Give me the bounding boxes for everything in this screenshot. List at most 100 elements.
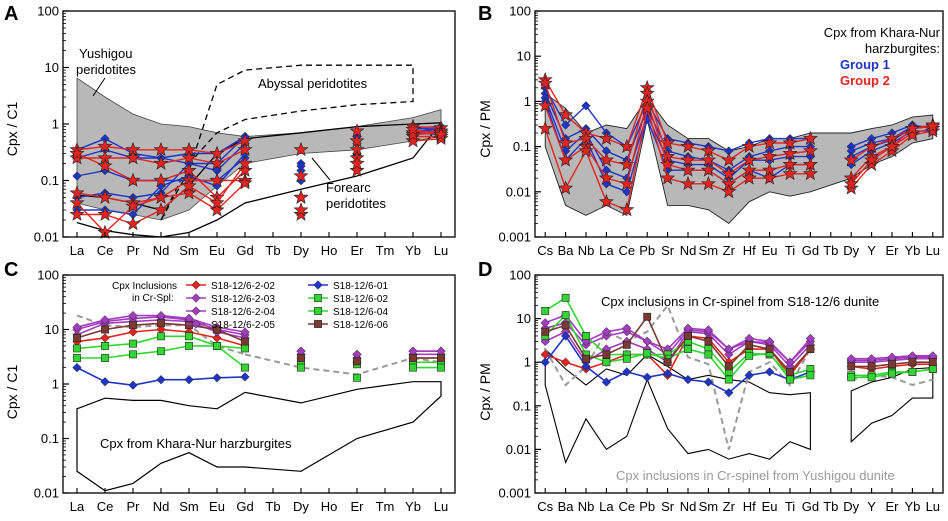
- panel-a-ylabel: Cpx / C1: [4, 102, 20, 157]
- panel-b-series-5-point-gd: [802, 130, 818, 145]
- panel-b-xtick-label-hf: Hf: [743, 243, 756, 258]
- panel-d-ytick-label-0.1: 0.1: [513, 398, 531, 413]
- panel-c-series-6-point-ce: [101, 354, 109, 362]
- panel-b-series-5-point-ba: [558, 107, 574, 122]
- panel-b-xtick-label-yb: Yb: [904, 243, 920, 258]
- panel-d-ytick-label-100: 100: [509, 268, 531, 283]
- panel-b-series-5-point-zr: [721, 152, 737, 167]
- panel-b-series-7-point-dy: [843, 180, 859, 195]
- panel-d-series-5-point-sr: [662, 368, 673, 379]
- panel-b-series-8-point-lu: [925, 118, 941, 133]
- panel-d-series-8-point-er: [888, 360, 896, 369]
- panel-c-series-4-point-pr: [128, 310, 138, 321]
- panel-a-series-7-point-sm: [181, 150, 197, 165]
- panel-b-ytick-label-100: 100: [509, 4, 531, 19]
- panel-b-series-8-point-la: [598, 193, 614, 209]
- panel-a-series-3-point-la: [72, 171, 82, 181]
- panel-b-xtick-label-y: Y: [867, 243, 876, 258]
- panel-d-series-4-point-sm: [703, 325, 714, 335]
- panel-c-series-7-point-la: [73, 344, 81, 353]
- panel-b-frame: [534, 10, 944, 238]
- panel-d-harzburgite-field-2: [850, 367, 934, 443]
- panel-d-xtick-label-sm: Sm: [699, 499, 719, 514]
- panel-a-series-11-point-pr: [125, 216, 141, 231]
- panel-letter-d: D: [478, 259, 492, 281]
- panel-c-ytick-label-0.01: 0.01: [34, 486, 59, 501]
- panel-d-series-7-point-er: [888, 369, 896, 378]
- panel-b-series-8-point-zr: [721, 183, 737, 199]
- panel-c-xtick-label-ho: Ho: [321, 499, 338, 514]
- panel-d-series-7-point-gd: [806, 371, 815, 380]
- panel-b-xtick-label-la: La: [599, 243, 614, 258]
- panel-d-xtick-label-gd: Gd: [802, 499, 819, 514]
- panel-d-series-8-point-ba: [561, 321, 570, 330]
- panel-a-series-10-point-eu: [209, 202, 225, 217]
- panel-b-series-7-point-er: [884, 143, 900, 158]
- panel-b-series-8-point-hf: [741, 170, 757, 185]
- panel-letter-c: C: [4, 259, 18, 281]
- panel-d-series-6-point-cs: [541, 307, 550, 315]
- panel-b-series-7-point-y: [864, 156, 880, 172]
- panel-b-series-6-point-ti: [782, 145, 798, 161]
- panel-c-series-8-point-yb: [409, 354, 417, 362]
- panel-a-series-11-point-er: [349, 133, 365, 148]
- panel-a-xtick-label-sm: Sm: [179, 243, 199, 258]
- panel-c-series-8-point-nd: [157, 319, 165, 328]
- panel-c-series-8-point-er: [353, 357, 361, 366]
- panel-c-series-8-point-ce: [101, 325, 109, 334]
- panel-d-series-4-point-nb: [581, 336, 591, 347]
- panel-b-series-6-point-cs: [537, 75, 553, 90]
- panel-a-series-11-point-dy: [293, 189, 309, 204]
- panel-c-series-5-point-pr: [128, 380, 138, 390]
- panel-d-xtick-label-hf: Hf: [743, 499, 756, 514]
- panel-b-legend-title-2: harzburgites:: [865, 41, 940, 56]
- panel-d-series-7-point-y: [867, 373, 876, 382]
- panel-a-xtick-label-gd: Gd: [236, 243, 253, 258]
- panel-c-series-6-point-nd: [157, 347, 165, 356]
- panel-b-series-8-point-sr: [660, 170, 676, 185]
- panel-d-ytick-label-1: 1: [524, 355, 531, 370]
- panel-d-series-4-point-cs: [540, 318, 550, 328]
- panel-a-ytick-label-100: 100: [37, 4, 59, 19]
- panel-b-xtick-label-gd: Gd: [802, 243, 819, 258]
- panel-c-series-4-point-la: [72, 322, 82, 332]
- panel-a-xtick-label-nd: Nd: [153, 243, 170, 258]
- panel-c-series-8-point-eu: [213, 325, 221, 334]
- panel-b-ytick-label-0.001: 0.001: [498, 230, 531, 245]
- panel-b-legend-title-1: Cpx from Khara-Nur: [824, 25, 941, 40]
- panel-c-series-5-point-ce: [100, 377, 110, 387]
- panel-c-series-7-point-lu: [437, 363, 445, 372]
- panel-c-series-8-point-pr: [129, 321, 137, 330]
- panel-c-series-7-point-sm: [185, 332, 193, 341]
- panel-d-frame: [534, 274, 944, 494]
- panel-d-yushigou-dashed-1: [544, 303, 812, 450]
- panel-a-annotation-peridotites-1: peridotites: [76, 62, 136, 77]
- panel-c-yushigou-dashed-bridge: [244, 353, 414, 376]
- panel-a-series-11-point-yb: [405, 121, 421, 136]
- panel-c-legend-label-8: S18-12/6-06: [333, 320, 388, 331]
- panel-d-series-5-point-hf: [744, 370, 754, 380]
- panel-d-series-8-point-eu: [765, 345, 774, 353]
- panel-c-legend-marker-8: [314, 320, 322, 328]
- labels-layer: A B C D Cpx / C1 Cpx / PM Cpx / C1 Cpx /…: [4, 3, 941, 483]
- panel-a-series-8-point-la: [69, 145, 85, 160]
- panel-d-xtick-label-ba: Ba: [558, 499, 575, 514]
- panel-a-series-9-point-lu: [433, 130, 449, 145]
- panel-d-series-8-point-nb: [582, 354, 590, 363]
- panel-d-series-8-point-zr: [724, 362, 733, 371]
- panel-d-series-8-point-nd: [684, 332, 692, 340]
- panel-b-series-7-point-la: [598, 170, 614, 185]
- panel-d-series-8-point-la: [602, 350, 611, 359]
- panel-b-series-8-point-er: [884, 138, 900, 154]
- panel-b-series-6-point-gd: [802, 143, 818, 158]
- panel-d-series-5-point-sm: [703, 377, 714, 387]
- panel-d-series-7-point-ba: [561, 311, 570, 320]
- panel-d-ylabel: Cpx / PM: [477, 363, 493, 421]
- panel-c-series-8-point-sm: [185, 321, 193, 330]
- panel-b-series-7-point-sm: [700, 162, 716, 177]
- series-layer: [69, 71, 941, 398]
- panel-c-annotation-harzburgites: Cpx from Khara-Nur harzburgites: [100, 436, 292, 451]
- panel-c-series-8-point-dy: [297, 354, 305, 362]
- panel-d-series-8-point-sr: [663, 358, 672, 367]
- panel-b-series-8-point-pb: [639, 100, 655, 115]
